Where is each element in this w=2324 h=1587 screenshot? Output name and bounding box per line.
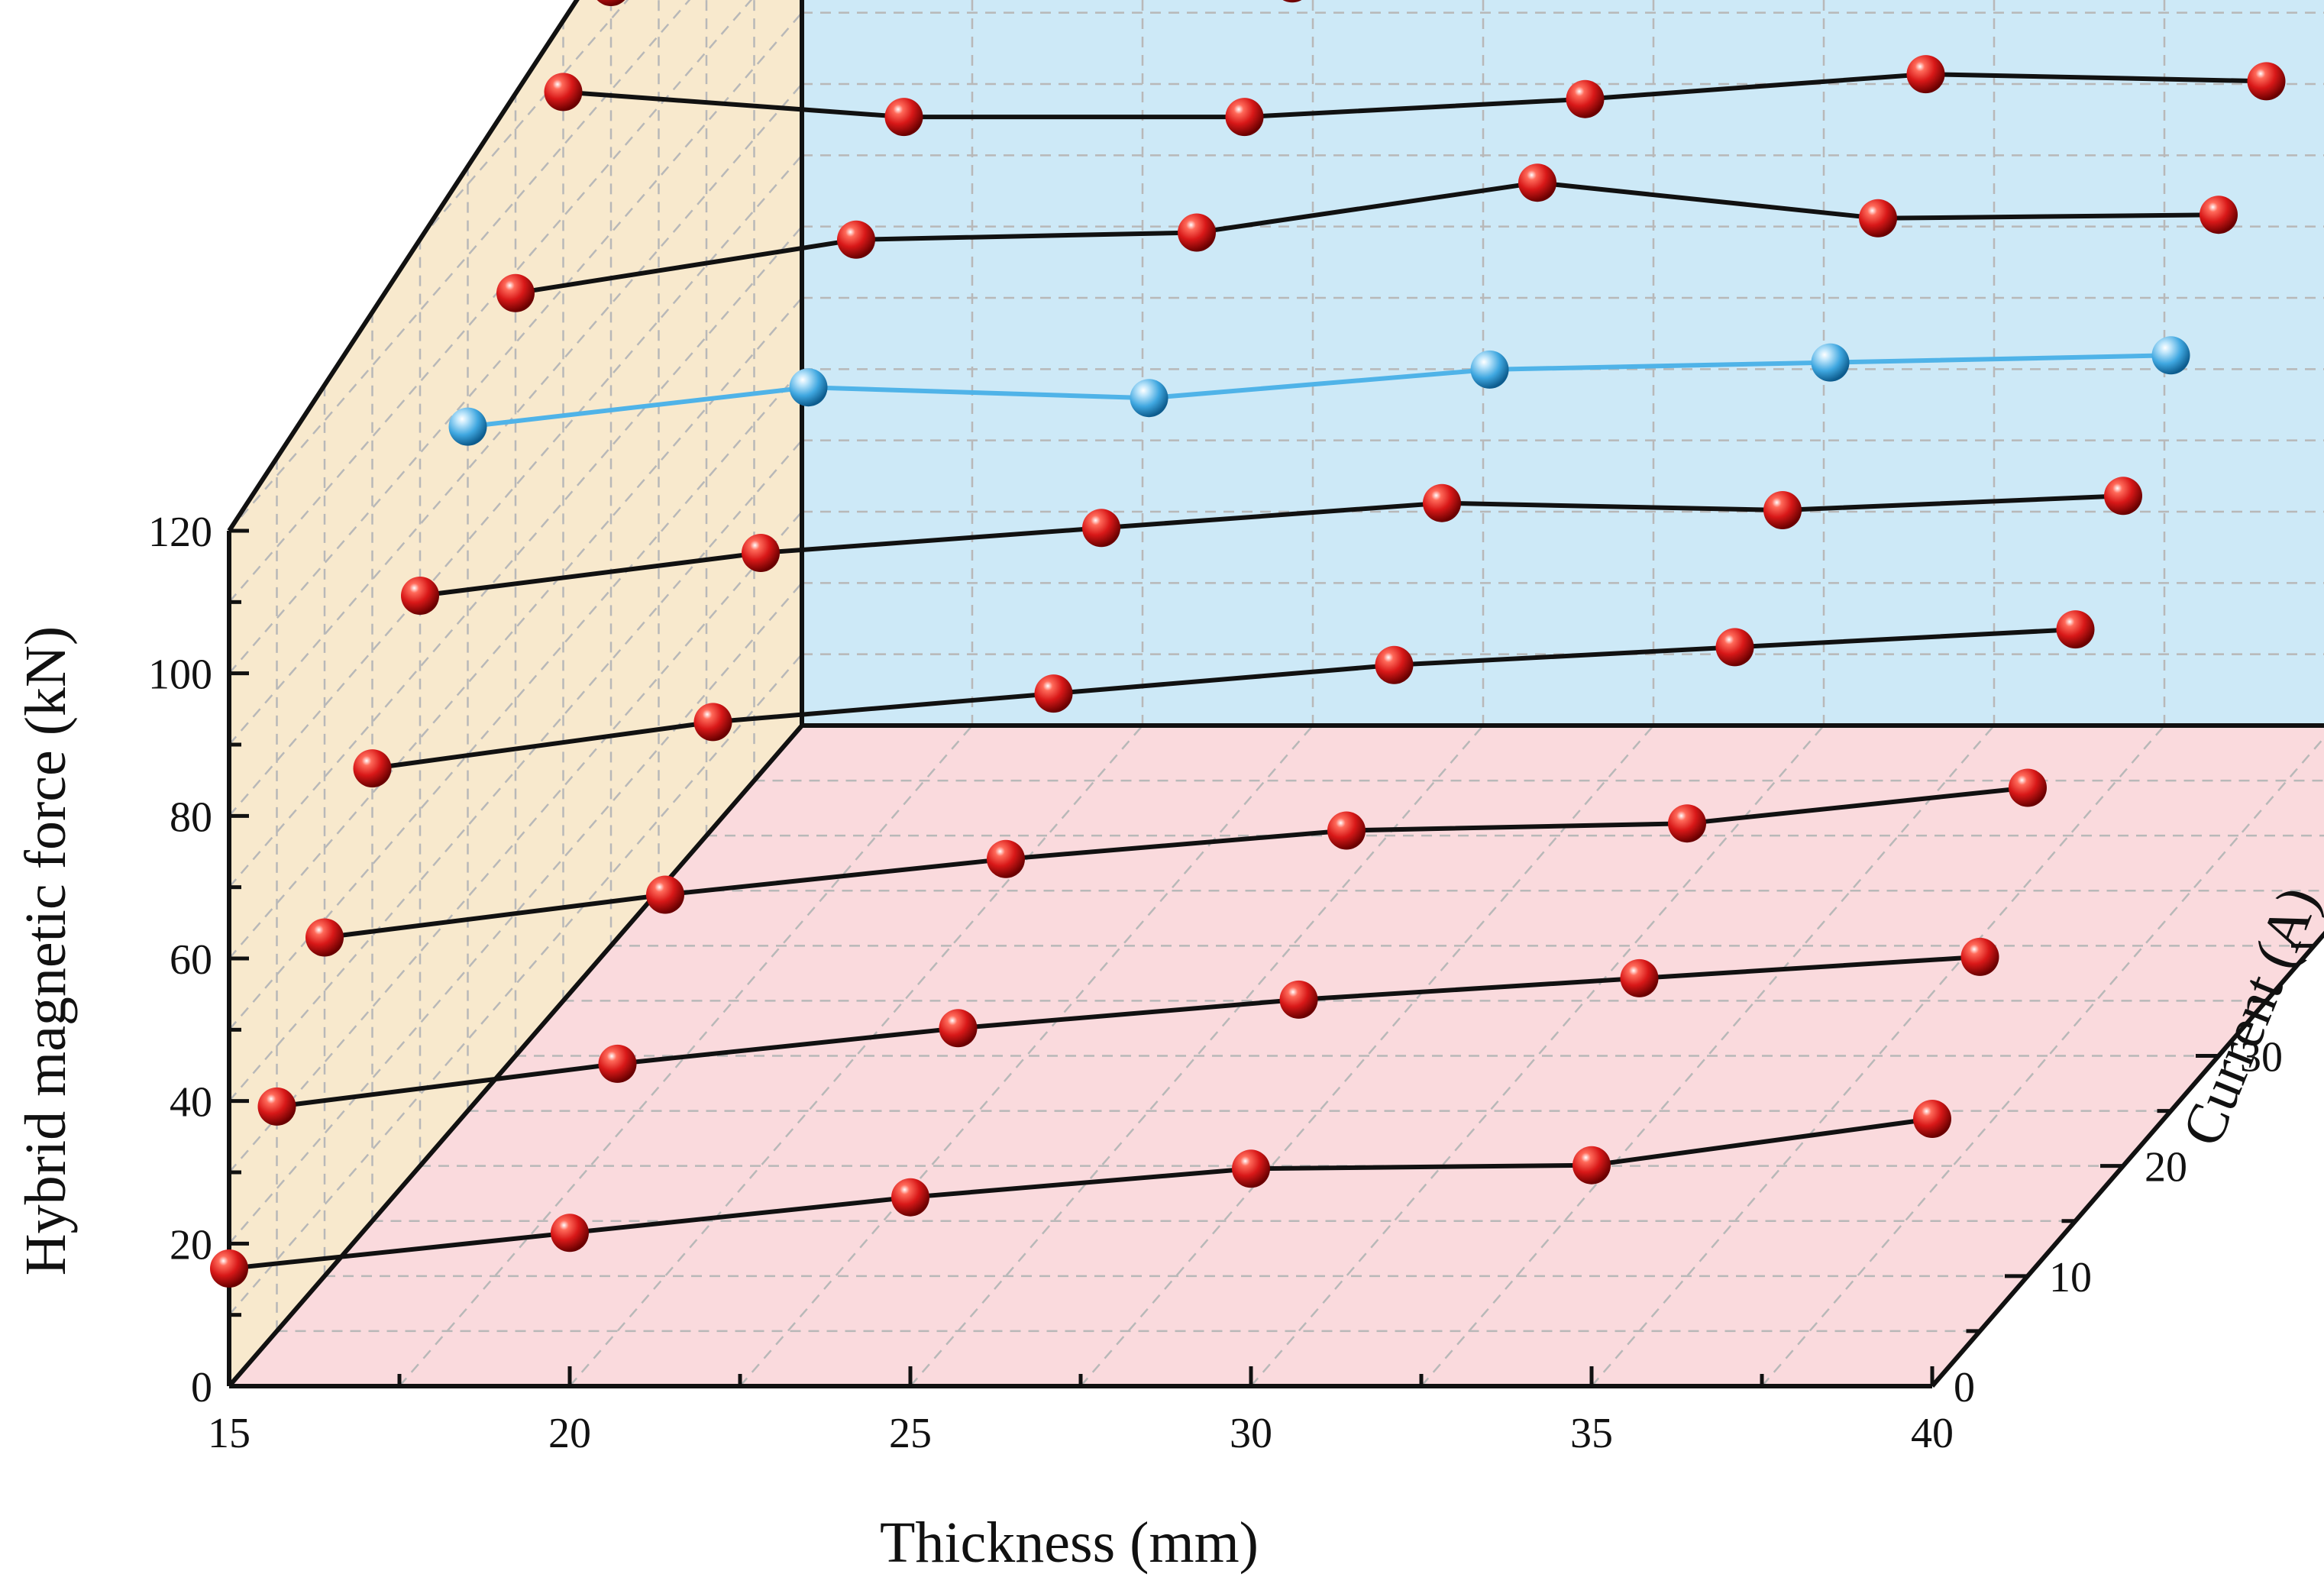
data-point xyxy=(1906,55,1945,94)
data-series xyxy=(210,0,2286,1288)
x-axis-label: Thickness (mm) xyxy=(880,1511,1259,1575)
data-point xyxy=(2009,768,2047,807)
grid-lines xyxy=(228,0,2324,1387)
series-15A xyxy=(353,610,2095,788)
axis-ticks xyxy=(227,528,2314,1388)
data-point xyxy=(1811,343,1850,382)
data-point xyxy=(987,839,1025,878)
data-point xyxy=(1518,163,1556,202)
data-point xyxy=(448,407,487,446)
series-35A xyxy=(544,55,2286,137)
side-wall xyxy=(229,0,802,1386)
data-point xyxy=(742,534,780,572)
side-grid-line xyxy=(419,0,629,241)
series-25A xyxy=(448,336,2190,446)
data-point xyxy=(401,577,439,615)
data-point xyxy=(837,220,875,259)
data-point xyxy=(1763,491,1802,529)
data-point xyxy=(353,749,392,788)
data-point xyxy=(646,875,684,914)
data-point xyxy=(1034,674,1073,713)
data-point xyxy=(1178,213,1216,252)
x-tick-label: 35 xyxy=(1570,1410,1613,1457)
data-point xyxy=(1572,1146,1611,1185)
z-axis-label: Hybrid magnetic force (kN) xyxy=(14,626,78,1275)
z-tick-label: 20 xyxy=(170,1221,212,1269)
z-tick-label: 40 xyxy=(170,1079,212,1126)
data-point xyxy=(551,1214,589,1252)
series-line xyxy=(276,954,1980,1109)
z-tick-label: 60 xyxy=(170,936,212,984)
series-40A xyxy=(596,0,1302,6)
data-point xyxy=(305,918,344,957)
data-point xyxy=(789,368,828,407)
series-30A xyxy=(496,163,2238,312)
data-point xyxy=(544,73,583,112)
data-point xyxy=(2247,62,2286,101)
data-point xyxy=(693,703,732,742)
data-point xyxy=(2200,196,2238,234)
tick-labels: 1520253035400204060801001200102030405060 xyxy=(148,509,2283,1457)
back-wall xyxy=(802,0,2324,726)
data-point xyxy=(2104,477,2142,516)
data-point xyxy=(2151,336,2190,375)
data-point xyxy=(1279,980,1318,1019)
series-line xyxy=(324,785,2028,940)
series-line xyxy=(372,627,2076,771)
x-tick-label: 40 xyxy=(1911,1410,1954,1457)
series-5A xyxy=(257,937,1999,1126)
x-tick-label: 30 xyxy=(1230,1410,1272,1457)
data-point xyxy=(1130,379,1168,418)
x-tick-label: 15 xyxy=(208,1410,251,1457)
series-line xyxy=(515,180,2219,296)
data-point xyxy=(884,98,923,137)
y-tick-label: 20 xyxy=(2145,1144,2187,1191)
data-point xyxy=(598,1044,637,1083)
series-10A xyxy=(305,768,2047,957)
data-point xyxy=(1423,483,1461,522)
series-line xyxy=(419,493,2124,598)
data-point xyxy=(891,1178,929,1217)
data-point xyxy=(496,273,535,312)
frame-edge xyxy=(227,724,804,1388)
data-point xyxy=(257,1087,296,1126)
z-tick-label: 100 xyxy=(148,651,212,699)
data-point xyxy=(1375,645,1414,684)
data-point xyxy=(1225,98,1264,137)
data-point xyxy=(1327,811,1366,850)
series-line xyxy=(563,72,2267,120)
y-tick-label: 0 xyxy=(1954,1364,1975,1411)
y-tick-label: 30 xyxy=(2240,1034,2283,1081)
data-point xyxy=(1715,628,1754,667)
z-tick-label: 120 xyxy=(148,509,212,556)
series-0A xyxy=(210,1100,1951,1288)
series-20A xyxy=(401,477,2142,615)
data-point xyxy=(2056,610,2095,649)
chart-panes xyxy=(229,0,2324,1386)
z-tick-label: 0 xyxy=(191,1364,212,1411)
x-tick-label: 20 xyxy=(548,1410,591,1457)
data-point xyxy=(1859,199,1897,238)
data-point xyxy=(1470,350,1509,389)
data-point xyxy=(596,0,625,6)
series-line xyxy=(467,353,2171,429)
data-point xyxy=(1082,509,1120,548)
z-tick-label: 80 xyxy=(170,794,212,841)
data-point xyxy=(1566,79,1605,118)
data-point xyxy=(1960,937,1999,976)
frame-edge xyxy=(227,0,580,532)
data-point xyxy=(939,1009,978,1048)
x-tick-label: 25 xyxy=(889,1410,932,1457)
data-point xyxy=(210,1249,248,1288)
data-point xyxy=(1620,958,1659,997)
y-tick-label: 10 xyxy=(2049,1254,2092,1301)
data-point xyxy=(1913,1100,1951,1138)
data-point xyxy=(1232,1149,1270,1188)
data-point xyxy=(1668,804,1706,843)
series-line xyxy=(228,1117,1933,1271)
data-point xyxy=(1282,0,1302,3)
